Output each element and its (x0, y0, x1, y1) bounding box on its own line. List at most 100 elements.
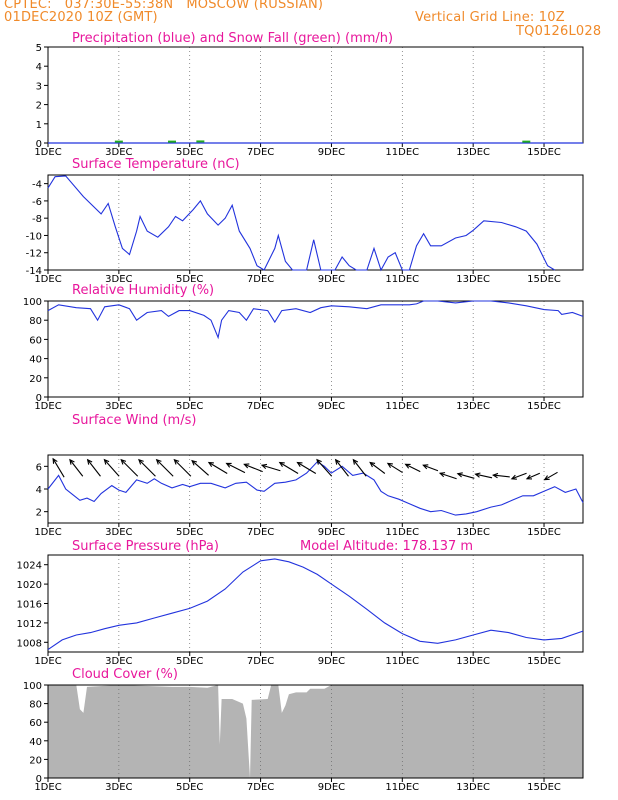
wind-arrow-head (474, 472, 481, 478)
x-tick-label: 11DEC (385, 401, 419, 412)
wind-arrow-head (510, 474, 517, 480)
wind-arrow-head (543, 475, 550, 481)
x-tick-label: 3DEC (105, 401, 132, 412)
y-tick-label: 3 (36, 81, 42, 92)
y-tick-label: 100 (23, 681, 42, 692)
x-tick-label: 13DEC (456, 527, 490, 538)
x-tick-label: 7DEC (247, 274, 274, 285)
x-tick-label: 1DEC (34, 782, 61, 793)
wind-arrow-head (334, 458, 341, 465)
x-tick-label: 5DEC (176, 274, 203, 285)
x-tick-label: 9DEC (318, 274, 345, 285)
wind-arrow (244, 463, 263, 473)
wind-arrow (316, 459, 333, 477)
wind-arrow-head (369, 461, 376, 468)
wind-arrow (335, 459, 349, 477)
wind-arrow (279, 462, 299, 474)
y-tick-label: 5 (36, 43, 42, 54)
wind-arrow (352, 459, 367, 477)
y-tick-label: 40 (29, 355, 42, 366)
cloud-cover-area (48, 685, 583, 778)
wind-arrow (423, 464, 439, 472)
panel-title: Surface Pressure (hPa) (72, 539, 219, 554)
wind-arrow-head (296, 461, 303, 467)
x-tick-label: 15DEC (527, 656, 561, 667)
x-tick-label: 1DEC (34, 656, 61, 667)
y-tick-label: 2 (36, 508, 42, 519)
x-tick-label: 3DEC (105, 527, 132, 538)
panel-frame (47, 684, 584, 779)
panel-title: Cloud Cover (%) (72, 667, 178, 682)
x-tick-label: 7DEC (247, 656, 274, 667)
x-tick-label: 9DEC (318, 147, 345, 158)
x-tick-label: 3DEC (105, 656, 132, 667)
wind-arrow (208, 462, 228, 474)
panel-frame (47, 554, 584, 653)
series-line (47, 461, 584, 516)
x-tick-label: 15DEC (527, 147, 561, 158)
x-tick-label: 3DEC (105, 782, 132, 793)
x-tick-label: 1DEC (34, 274, 61, 285)
y-tick-label: 0 (36, 774, 42, 785)
wind-arrow-head (52, 457, 58, 464)
y-tick-label: -12 (26, 249, 42, 260)
y-tick-label: 1 (36, 120, 42, 131)
x-tick-label: 13DEC (456, 147, 490, 158)
y-tick-label: 60 (29, 335, 42, 346)
x-tick-label: 1DEC (34, 147, 61, 158)
y-tick-label: 0 (36, 139, 42, 150)
x-tick-label: 5DEC (176, 656, 203, 667)
x-tick-label: 11DEC (385, 274, 419, 285)
wind-arrow-head (492, 472, 499, 479)
wind-arrow-head (243, 463, 250, 469)
x-tick-label: 13DEC (456, 782, 490, 793)
y-tick-label: 1020 (17, 580, 42, 591)
panel-subtitle: Model Altitude: 178.137 m (300, 539, 473, 554)
y-tick-label: 4 (36, 485, 42, 496)
x-tick-label: 11DEC (385, 147, 419, 158)
series-line (47, 558, 584, 651)
y-tick-label: 60 (29, 718, 42, 729)
wind-arrow-head (278, 461, 285, 467)
wind-arrow-head (386, 462, 393, 468)
wind-arrow-head (173, 458, 180, 465)
panel-frame (47, 300, 584, 398)
x-tick-label: 15DEC (527, 527, 561, 538)
wind-arrow (387, 462, 403, 474)
panel-frame (47, 174, 584, 271)
wind-arrow-head (86, 458, 93, 465)
wind-arrow (104, 459, 120, 477)
wind-arrow (475, 473, 493, 479)
series-line (47, 175, 555, 272)
wind-arrow (261, 464, 281, 472)
x-tick-label: 5DEC (176, 527, 203, 538)
wind-arrow-head (352, 458, 359, 465)
y-tick-label: 0 (36, 393, 42, 404)
wind-arrow-head (225, 462, 232, 468)
wind-arrow (138, 459, 156, 477)
wind-arrow-head (422, 464, 429, 470)
x-tick-label: 9DEC (318, 401, 345, 412)
x-tick-label: 1DEC (34, 527, 61, 538)
y-tick-label: 100 (23, 297, 42, 308)
wind-arrow (156, 459, 174, 477)
x-tick-label: 15DEC (527, 401, 561, 412)
wind-arrow (191, 460, 209, 476)
wind-arrow (297, 462, 317, 474)
y-tick-label: 4 (36, 62, 42, 73)
wind-arrow-head (456, 472, 463, 478)
y-tick-label: -4 (32, 180, 42, 191)
wind-arrow-head (316, 458, 322, 465)
wind-arrow-head (138, 458, 144, 465)
header-model-code: TQ0126L028 (516, 24, 602, 39)
x-tick-label: 11DEC (385, 656, 419, 667)
y-tick-label: -6 (32, 197, 42, 208)
series-line (47, 300, 584, 340)
y-tick-label: 1008 (17, 638, 42, 649)
wind-arrow (405, 463, 421, 473)
wind-arrow (526, 472, 541, 480)
wind-arrow-head (207, 461, 214, 467)
wind-arrow (493, 474, 510, 478)
x-tick-label: 3DEC (105, 274, 132, 285)
y-tick-label: -8 (32, 214, 42, 225)
